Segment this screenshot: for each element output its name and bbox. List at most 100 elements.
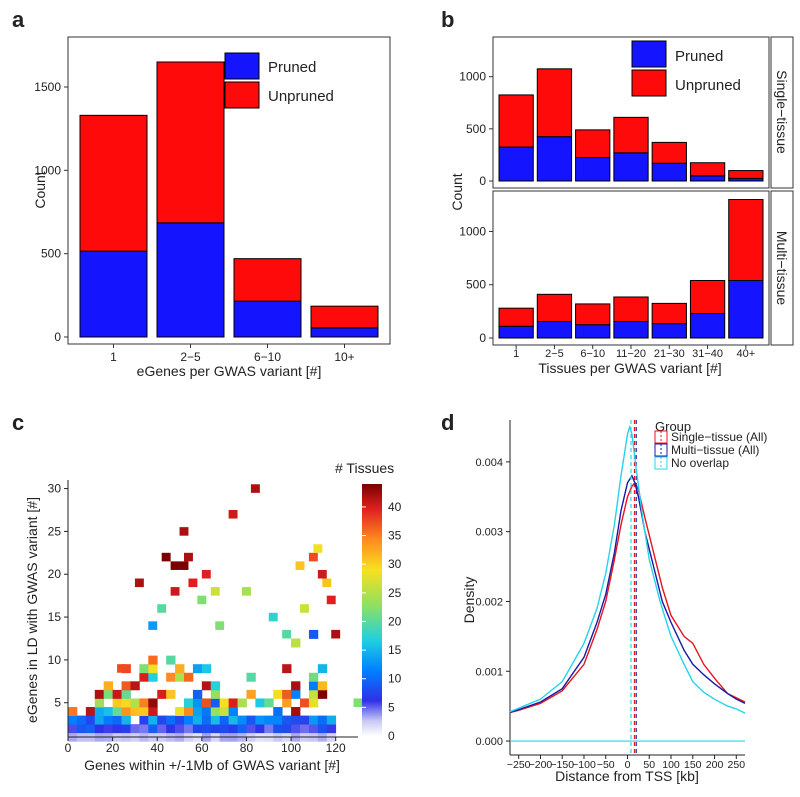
panel-label-b: b: [441, 7, 454, 32]
panel-c-cell: [291, 689, 301, 699]
panel-b-bar-1-unpruned-5: [689, 279, 726, 315]
panel-label-d: d: [441, 410, 454, 435]
panel-c-cell: [179, 527, 189, 536]
panel-c-cell: [282, 715, 292, 725]
panel-b-bar-1-pruned-1: [536, 320, 573, 339]
panel-c-cell: [246, 724, 256, 734]
panel-c-cell: [317, 681, 328, 691]
panel-c-cell: [139, 698, 149, 708]
panel-c-colorbar-tick-label-1: 5: [388, 700, 395, 714]
panel-c-colorbar-title: # Tissues: [335, 460, 394, 476]
panel-c-cell: [264, 715, 274, 725]
panel-b-bar-0-pruned-2: [575, 157, 611, 182]
panel-c-cell: [291, 724, 301, 734]
panel-d-ytick-label-1: 0.001: [475, 666, 503, 678]
panel-c-cell: [295, 561, 305, 570]
panel-c-cell: [228, 724, 238, 734]
panel-a-xtick-label-1: 2−5: [180, 350, 201, 364]
panel-b-bar-0-unpruned-3: [613, 116, 649, 154]
panel-c-cell: [264, 724, 274, 734]
panel-d-legend-label-1: Multi−tissue (All): [671, 443, 759, 457]
panel-c-cell: [308, 724, 319, 734]
panel-c-cell: [175, 672, 185, 682]
panel-c-cell: [170, 561, 180, 570]
panel-c-colorbar-tick-label-2: 10: [388, 672, 402, 686]
panel-d-legend-label-0: Single−tissue (All): [671, 430, 767, 444]
panel-b-bar-1-unpruned-0: [498, 307, 534, 327]
panel-d-xtick-label-3: −100: [572, 759, 596, 771]
panel-c-cell: [300, 715, 310, 725]
panel-d-ytick-label-4: 0.004: [475, 457, 503, 469]
panel-b-bar-1-pruned-2: [575, 324, 611, 339]
panel-c-cell: [317, 689, 328, 699]
panel-c-cell: [68, 707, 78, 716]
panel-b-bar-0-pruned-4: [651, 162, 687, 182]
panel-a-bar-pruned-2: [233, 300, 302, 338]
panel-c-cell: [139, 724, 149, 734]
panel-b-ytick-label-1-2: 1000: [459, 224, 486, 238]
panel-c-cell: [308, 552, 318, 562]
panel-c-cell: [282, 629, 292, 639]
panel-c-cell: [291, 681, 301, 691]
panel-c-cell: [326, 595, 336, 605]
panel-b-ytick-label-0-0: 0: [479, 174, 486, 188]
panel-c-cell: [68, 724, 78, 734]
panel-c-cell: [219, 698, 230, 708]
panel-c-cell: [242, 587, 251, 596]
panel-c-cell: [246, 689, 256, 699]
panel-d-line-2: [509, 424, 746, 714]
panel-b-bar-1-unpruned-2: [575, 303, 611, 326]
panel-b-legend-label-unpruned: Unpruned: [675, 77, 741, 94]
panel-c-cell: [331, 629, 341, 639]
panel-c-cell: [201, 569, 211, 579]
panel-c-ytick-label-0: 5: [54, 696, 61, 710]
panel-c-cell: [317, 715, 328, 725]
panel-b-strip-top-label: Single−tissue: [774, 70, 790, 154]
panel-a-legend-swatch-unpruned: [224, 81, 260, 109]
panel-c-cell: [282, 689, 292, 699]
panel-c-cell: [103, 715, 114, 725]
panel-c-cell: [121, 689, 131, 699]
panel-c-cell: [237, 698, 247, 708]
panel-b-bar-1-unpruned-4: [651, 302, 687, 325]
panel-b-legend-swatch-unpruned: [631, 69, 667, 97]
panel-c-ytick-label-5: 30: [48, 482, 62, 496]
panel-c-cell: [94, 707, 105, 716]
panel-c-cell: [268, 612, 278, 622]
panel-c-cell: [103, 681, 114, 691]
panel-c-cell: [184, 724, 194, 734]
panel-c-xtick-label-1: 20: [106, 741, 120, 755]
panel-c-cell: [175, 707, 185, 716]
panel-d-xtick-label-10: 250: [728, 759, 746, 771]
panel-c-cell: [161, 552, 171, 562]
panel-c-colorbar-tick-label-0: 0: [388, 729, 395, 743]
panel-c-cell: [94, 689, 105, 699]
panel-c-colorbar-tick-label-6: 30: [388, 557, 402, 571]
panel-b-legend-swatch-pruned: [631, 40, 667, 68]
panel-c-cell: [157, 604, 167, 613]
panel-b-bar-0-unpruned-2: [575, 129, 611, 159]
panel-c-xtick-label-2: 40: [151, 741, 165, 755]
panel-b-xtick-label-4: 21−30: [654, 348, 685, 360]
panel-c-cell: [85, 715, 96, 725]
panel-label-a: a: [12, 7, 25, 32]
panel-c-cell: [103, 724, 114, 734]
panel-c-colorbar-tick-label-4: 20: [388, 614, 402, 628]
panel-c-cell: [326, 715, 337, 725]
panel-a-bar-pruned-0: [79, 250, 148, 338]
panel-c-cell: [282, 724, 292, 734]
panel-d-xtick-label-1: −200: [529, 759, 553, 771]
panel-b-ytick-label-0-2: 1000: [459, 70, 486, 84]
panel-b-bar-1-pruned-3: [613, 320, 649, 339]
panel-a-bar-unpruned-1: [156, 61, 225, 224]
panel-c-cell: [210, 707, 221, 716]
panel-d-ylabel: Density: [461, 577, 477, 624]
panel-c-ytick-label-1: 10: [48, 653, 62, 667]
panel-a-xtick-label-0: 1: [110, 350, 117, 364]
panel-c-cell: [139, 715, 149, 725]
panel-b-bar-0-unpruned-6: [728, 170, 764, 179]
panel-c-cell: [228, 707, 238, 716]
panel-b-bar-0-unpruned-0: [498, 94, 534, 148]
panel-c-cell: [130, 698, 140, 708]
panel-c-cell: [264, 698, 274, 708]
